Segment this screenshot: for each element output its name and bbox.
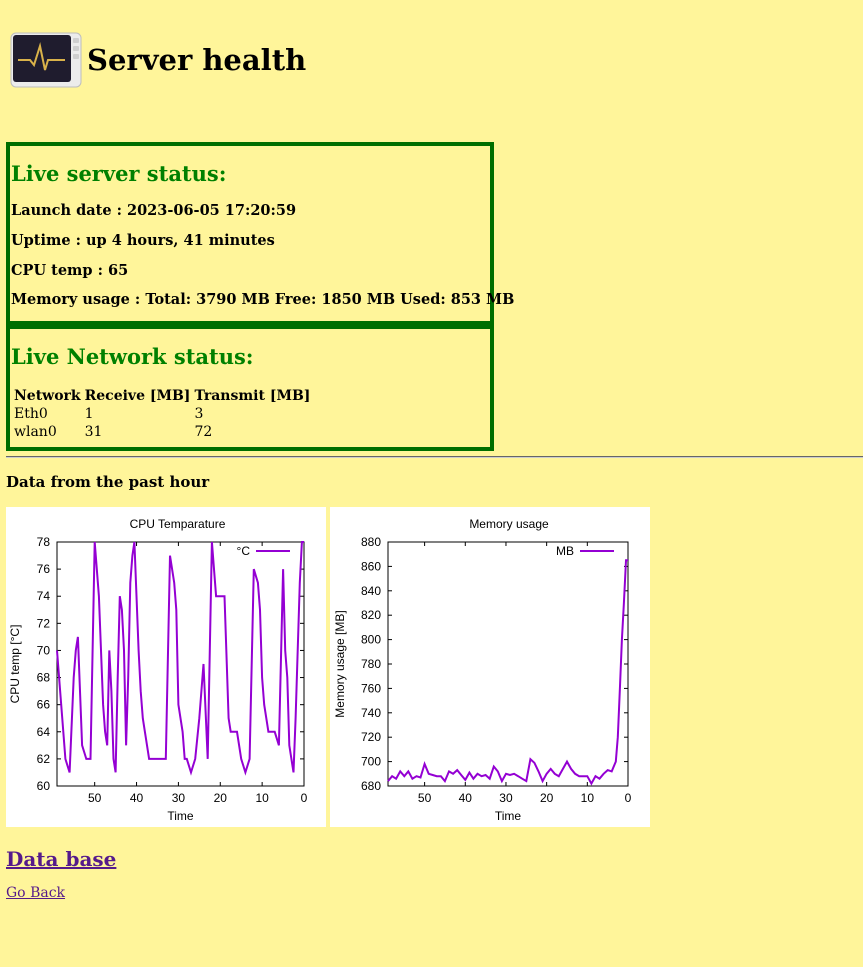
table-row: wlan0 31 72 [13,424,311,440]
cpu-temp: CPU temp : 65 [11,262,129,279]
server-status-panel: Live server status: Launch date : 2023-0… [6,142,514,325]
divider [6,456,863,458]
chart1-y-tick-label: 760 [361,681,381,695]
chart0-y-tick-label: 68 [37,671,51,685]
cpu-chart-panel: CPU Temparature 60 62 64 66 68 70 72 74 76 78 50 40 3… [6,507,326,827]
chart1-series-line-0 [387,559,628,786]
system-monitor-icon [10,32,82,88]
server-status-title: Live server status: [11,161,227,186]
chart0-y-tick-label: 78 [37,535,51,549]
go-back-link[interactable]: Go Back [6,885,66,901]
column-header: Transmit [MB] [194,388,311,404]
chart0-y-tick-label: 64 [37,725,51,739]
chart1-y-axis-label: Memory usage [MB] [333,610,347,717]
chart1-x-tick-label: 40 [459,791,473,805]
chart1-y-tick-label: 880 [361,535,381,549]
chart0-series-line-0 [56,541,304,776]
chart0-plot-frame [56,541,305,787]
chart0-y-tick-label: 70 [37,643,51,657]
chart1-x-tick-label: 50 [418,791,432,805]
chart0-x-tick-label: 20 [214,791,228,805]
table-row: Eth0 1 3 [13,406,311,422]
chart1-y-tick-label: 820 [361,608,381,622]
table-cell: 1 [84,406,94,422]
chart1-y-tick-label: 840 [361,584,381,598]
chart0-x-tick-label: 30 [172,791,186,805]
chart1-title: Memory usage [469,517,549,531]
chart1-plot-frame [387,541,629,787]
table-cell: Eth0 [14,406,48,422]
chart1-x-tick-label: 0 [625,791,632,805]
network-status-title: Live Network status: [11,344,254,369]
column-header: Receive [MB] [84,388,191,404]
chart0-y-tick-label: 76 [37,562,51,576]
chart1-y-tick-label: 680 [361,779,381,793]
chart1-x-tick-label: 20 [540,791,554,805]
chart1-x-tick-label: 30 [499,791,513,805]
chart0-x-tick-label: 50 [88,791,102,805]
chart1-y-tick-label: 860 [361,559,381,573]
chart0-y-tick-label: 60 [37,779,51,793]
memory-chart-panel: Memory usage 680 700 720 740 760 780 800 820 840 8… [330,507,650,827]
chart1-y-tick-label: 800 [361,633,381,647]
table-header-row: Network Receive [MB] Transmit [MB] [13,388,311,404]
chart1-x-tick-label: 10 [581,791,595,805]
uptime: Uptime : up 4 hours, 41 minutes [11,232,275,249]
table-cell: 72 [194,424,213,440]
network-table: Network Receive [MB] Transmit [MB] Eth0 … [11,386,313,442]
chart0-x-tick-label: 10 [255,791,269,805]
history-heading: Data from the past hour [6,473,210,491]
table-cell: 3 [194,406,204,422]
chart0-legend-label: °C [237,544,251,558]
chart0-title: CPU Temparature [130,517,226,531]
chart0-y-tick-label: 74 [37,589,51,603]
chart0-y-tick-label: 72 [37,616,51,630]
table-cell: wlan0 [14,424,57,440]
chart1-y-tick-label: 720 [361,730,381,744]
page-header: Server health [10,32,306,88]
network-status-panel: Live Network status: Network Receive [MB… [6,325,494,451]
column-header: Network [14,388,81,404]
chart1-y-tick-label: 700 [361,755,381,769]
launch-date: Launch date : 2023-06-05 17:20:59 [11,202,297,219]
memory-usage-chart: Memory usage 680 700 720 740 760 780 800 820 840 8… [333,517,632,823]
chart0-x-tick-label: 0 [301,791,308,805]
chart1-legend-label: MB [556,544,574,558]
database-link[interactable]: Data base [6,847,117,871]
cpu-temperature-chart: CPU Temparature 60 62 64 66 68 70 72 74 76 78 50 40 3… [8,517,308,823]
page-title: Server health [87,43,307,77]
chart1-y-tick-label: 780 [361,657,381,671]
chart0-x-tick-label: 40 [130,791,144,805]
chart0-y-tick-label: 62 [37,752,51,766]
chart0-x-axis-label: Time [167,809,194,823]
table-cell: 31 [84,424,103,440]
chart1-y-tick-label: 740 [361,706,381,720]
chart0-y-axis-label: CPU temp [°C] [8,625,22,704]
chart1-x-axis-label: Time [495,809,522,823]
memory-usage: Memory usage : Total: 3790 MB Free: 1850… [11,291,515,308]
chart0-y-tick-label: 66 [37,698,51,712]
